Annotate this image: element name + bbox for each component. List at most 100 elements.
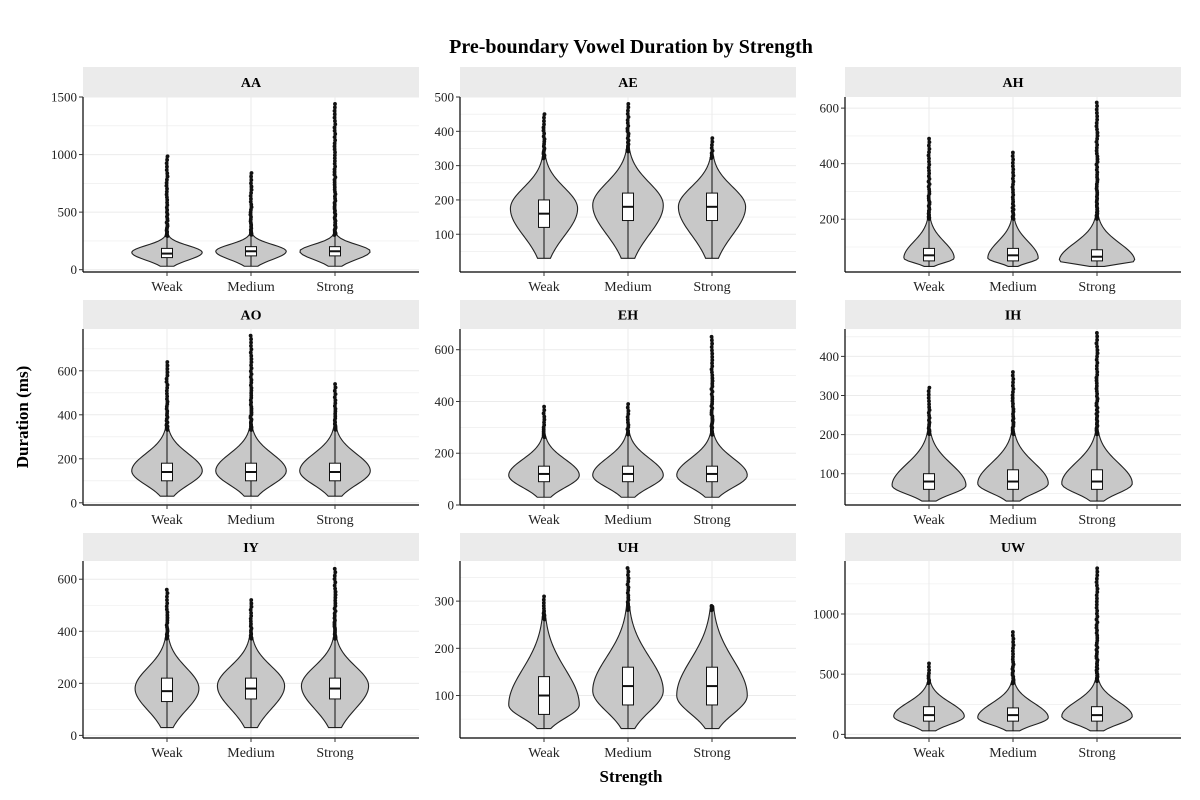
outlier-point [249, 187, 254, 192]
outlier-point [626, 579, 631, 584]
outlier-points [709, 334, 715, 437]
outlier-point [332, 161, 337, 166]
x-tick-label: Weak [913, 280, 945, 295]
x-tick-label: Medium [989, 280, 1037, 295]
outlier-point [1010, 373, 1015, 378]
violin-ih-weak [891, 385, 967, 502]
x-tick-label: Strong [316, 746, 353, 761]
outlier-point [626, 123, 631, 128]
outlier-point [541, 603, 546, 608]
outlier-point [625, 566, 630, 570]
box-iqr [1091, 706, 1103, 722]
x-tick-label: Weak [151, 280, 183, 295]
outlier-point [1095, 596, 1099, 601]
outlier-point [249, 363, 253, 368]
violin-eh-medium [592, 402, 664, 498]
outlier-points [926, 661, 932, 686]
outlier-point [333, 392, 338, 396]
outlier-point [1095, 351, 1100, 356]
outlier-point [926, 396, 931, 400]
outlier-point [710, 381, 715, 386]
outlier-point [625, 582, 630, 587]
outlier-point [927, 140, 932, 145]
outlier-point [710, 354, 715, 359]
outlier-point [626, 569, 631, 574]
outlier-point [1010, 404, 1015, 409]
violin-iy-medium [216, 598, 286, 729]
outlier-point [1094, 625, 1099, 630]
outlier-point [541, 128, 546, 133]
outlier-point [165, 370, 170, 375]
outlier-point [165, 383, 170, 387]
outlier-point [1010, 399, 1015, 403]
violin-ah-strong [1058, 100, 1136, 267]
x-tick-label: Weak [913, 513, 945, 528]
outlier-points [1010, 150, 1016, 221]
outlier-point [1011, 370, 1015, 374]
outlier-point [333, 138, 338, 143]
y-tick-label: 500 [58, 205, 78, 220]
outlier-point [626, 412, 631, 416]
outlier-point [927, 159, 931, 164]
outlier-point [1010, 630, 1015, 634]
outlier-point [926, 174, 931, 179]
outlier-point [1095, 117, 1100, 122]
outlier-point [1010, 393, 1015, 398]
outlier-point [1095, 133, 1100, 138]
outlier-point [165, 171, 170, 176]
outlier-point [625, 121, 630, 125]
facet-label: UW [1001, 541, 1025, 556]
outlier-point [1094, 599, 1099, 604]
y-tick-label: 400 [820, 349, 840, 364]
facet-label: AA [241, 76, 262, 91]
outlier-point [710, 376, 715, 381]
outlier-point [1095, 127, 1099, 132]
outlier-points [248, 598, 254, 641]
outlier-point [1094, 580, 1099, 584]
outlier-point [710, 361, 714, 366]
outlier-point [164, 189, 169, 194]
violin-uw-medium [977, 630, 1049, 732]
y-tick-label: 0 [833, 727, 840, 742]
outlier-point [248, 199, 253, 204]
outlier-point [542, 594, 546, 599]
outlier-point [248, 375, 253, 379]
y-tick-label: 100 [435, 227, 455, 242]
outlier-point [332, 388, 337, 393]
outlier-point [333, 580, 338, 585]
outlier-point [927, 405, 932, 410]
outlier-point [1011, 654, 1015, 659]
outlier-point [333, 122, 338, 127]
outlier-points [926, 385, 932, 437]
outlier-point [249, 178, 254, 182]
facet-label: AO [241, 309, 262, 324]
outlier-point [332, 144, 337, 149]
x-tick-label: Strong [693, 513, 730, 528]
violin-ae-weak [509, 112, 579, 259]
box-iqr [1091, 249, 1103, 262]
outlier-point [249, 372, 254, 377]
outlier-point [1094, 148, 1099, 153]
x-tick-label: Strong [693, 280, 730, 295]
outlier-point [542, 115, 546, 120]
outlier-point [1010, 150, 1015, 155]
facet-strip [83, 533, 419, 561]
box-iqr [923, 706, 935, 722]
outlier-point [626, 588, 631, 593]
outlier-point [1010, 396, 1015, 400]
facet-strip [845, 300, 1181, 329]
outlier-point [710, 139, 715, 144]
y-tick-label: 100 [435, 688, 455, 703]
outlier-point [333, 598, 338, 603]
outlier-points [541, 112, 547, 161]
outlier-point [927, 385, 932, 390]
outlier-points [541, 404, 547, 440]
outlier-point [1011, 157, 1016, 162]
y-tick-label: 400 [58, 407, 78, 422]
violin-ah-weak [903, 136, 955, 267]
outlier-point [1095, 337, 1100, 342]
outlier-points [1094, 100, 1100, 221]
outlier-point [927, 168, 931, 173]
outlier-point [542, 606, 546, 611]
outlier-point [249, 353, 254, 358]
